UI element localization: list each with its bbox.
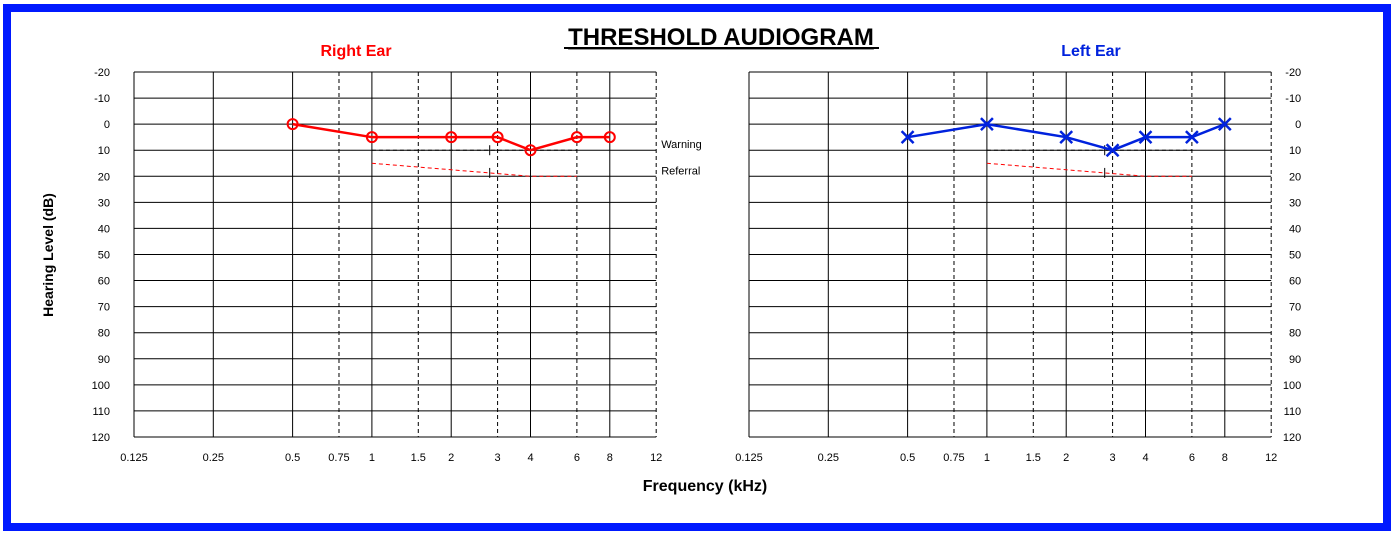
right-ear-panel: Right Ear -20 -10 0 10 20 30 40 50 60 70 80 90 100 110…	[92, 43, 702, 464]
data-point-x	[980, 117, 994, 132]
y-tick-label: 10	[1289, 145, 1301, 157]
data-point-x	[1138, 130, 1153, 145]
x-tick-label: 3	[495, 452, 501, 464]
y-tick-label: 0	[104, 119, 110, 131]
x-axis-label: Frequency (kHz)	[643, 478, 767, 495]
x-tick-label: 2	[1063, 452, 1069, 464]
x-tick-label: 1	[984, 452, 990, 464]
left-ear-panel: Left Ear -20 -10 0 10 20 30 40 50 60 70 80 90 100 110 1…	[735, 43, 1301, 464]
x-tick-label: 3	[1110, 452, 1116, 464]
y-tick-label: -10	[94, 93, 110, 105]
data-point-circle	[445, 131, 458, 144]
y-tick-label: 80	[1289, 328, 1301, 340]
y-tick-label: 80	[98, 328, 110, 340]
y-tick-label: 110	[1284, 406, 1302, 418]
data-point-circle	[603, 131, 616, 144]
y-tick-label: 50	[98, 249, 110, 261]
data-point-x	[1105, 143, 1120, 158]
y-axis-label: Hearing Level (dB)	[40, 193, 56, 317]
series-line	[292, 122, 610, 152]
y-tick-label: 40	[98, 223, 110, 235]
x-tick-label: 0.25	[818, 452, 839, 464]
x-tick-label: 0.75	[943, 452, 964, 464]
y-tick-label: 120	[92, 432, 110, 444]
y-tick-label: 120	[1283, 432, 1301, 444]
y-tick-label: 110	[92, 406, 110, 418]
x-tick-label: 12	[650, 452, 662, 464]
x-tick-label: 0.125	[120, 452, 148, 464]
y-tick-label: -10	[1285, 93, 1301, 105]
y-tick-label: 10	[98, 145, 110, 157]
y-tick-label: 100	[1283, 380, 1301, 392]
data-point-circle	[570, 131, 583, 144]
x-tick-label: 6	[1189, 452, 1195, 464]
referral-line	[371, 162, 577, 177]
y-tick-label: 90	[1289, 354, 1301, 366]
data-point-circle	[365, 131, 378, 144]
chart-title: THRESHOLD AUDIOGRAM	[568, 24, 874, 51]
data-point-circle	[491, 131, 504, 144]
x-tick-label: 1.5	[411, 452, 426, 464]
y-tick-label: 30	[1289, 197, 1301, 209]
data-point-circle	[286, 118, 299, 131]
y-tick-label: 60	[98, 276, 110, 288]
y-tick-label: 50	[1289, 249, 1301, 261]
referral-label: Referral	[661, 165, 700, 177]
y-tick-label: -20	[1285, 67, 1301, 79]
data-point-x	[1217, 117, 1232, 132]
y-tick-label: 70	[1289, 302, 1301, 314]
data-point-x	[1059, 130, 1074, 145]
x-tick-label: 0.25	[203, 452, 224, 464]
warning-label: Warning	[661, 139, 702, 151]
x-tick-label: 12	[1265, 452, 1277, 464]
x-tick-label: 4	[527, 452, 533, 464]
y-tick-label: 90	[98, 354, 110, 366]
y-tick-label: 40	[1289, 223, 1301, 235]
x-tick-label: 0.125	[735, 452, 763, 464]
y-tick-label: 30	[98, 197, 110, 209]
x-tick-label: 2	[448, 452, 454, 464]
panel-title: Right Ear	[320, 43, 391, 60]
x-tick-label: 4	[1142, 452, 1148, 464]
x-tick-label: 0.5	[285, 452, 300, 464]
y-tick-label: 70	[98, 302, 110, 314]
x-tick-label: 1.5	[1026, 452, 1041, 464]
data-point-x	[1185, 130, 1199, 145]
panel-title: Left Ear	[1061, 43, 1121, 60]
x-tick-label: 0.5	[900, 452, 915, 464]
y-tick-label: 100	[92, 380, 110, 392]
x-tick-label: 6	[574, 452, 580, 464]
x-tick-label: 1	[369, 452, 375, 464]
x-tick-label: 8	[607, 452, 613, 464]
y-tick-label: 20	[98, 171, 110, 183]
data-point-x	[900, 130, 915, 145]
y-tick-label: 0	[1295, 119, 1301, 131]
referral-line	[986, 162, 1192, 177]
x-tick-label: 8	[1222, 452, 1228, 464]
data-point-circle	[524, 144, 537, 157]
y-tick-label: -20	[94, 67, 110, 79]
y-tick-label: 20	[1289, 171, 1301, 183]
y-tick-label: 60	[1289, 276, 1301, 288]
frame-border	[3, 4, 1391, 531]
x-tick-label: 0.75	[328, 452, 349, 464]
